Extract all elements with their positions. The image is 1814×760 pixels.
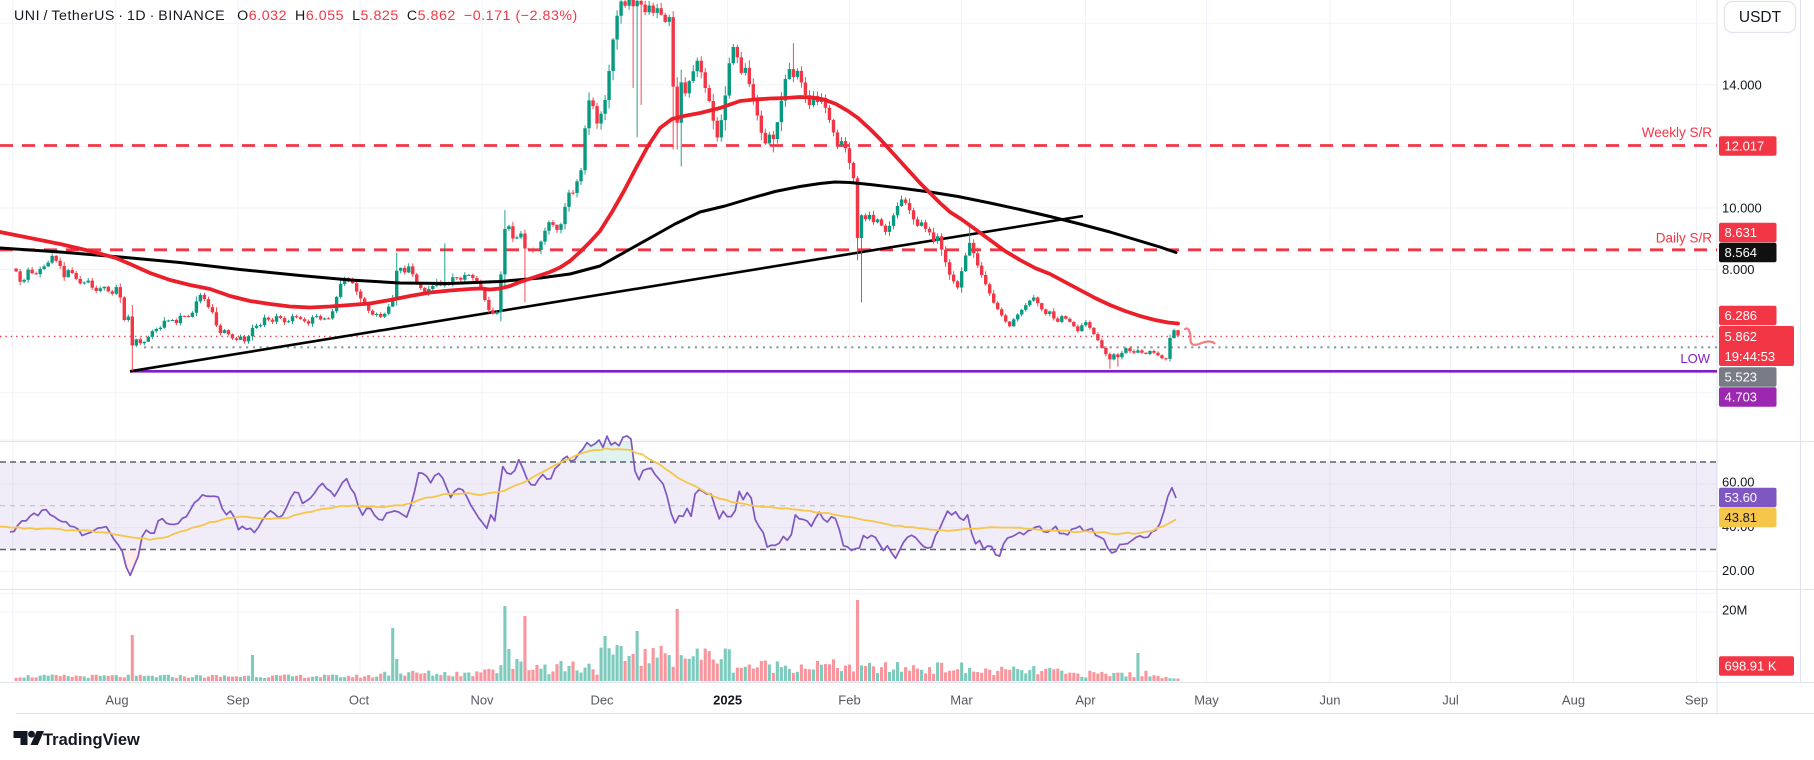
- svg-text:53.60: 53.60: [1725, 490, 1758, 505]
- svg-text:Aug: Aug: [1562, 693, 1585, 708]
- svg-text:Feb: Feb: [838, 693, 860, 708]
- svg-text:10.000: 10.000: [1722, 201, 1762, 216]
- svg-text:20M: 20M: [1722, 603, 1747, 618]
- svg-text:6.286: 6.286: [1725, 308, 1758, 323]
- svg-text:LOW: LOW: [1680, 351, 1710, 366]
- svg-text:TradingView: TradingView: [43, 731, 140, 749]
- svg-text:8.000: 8.000: [1722, 262, 1755, 277]
- svg-text:Jul: Jul: [1442, 693, 1459, 708]
- svg-text:20.00: 20.00: [1722, 563, 1755, 578]
- svg-text:Nov: Nov: [470, 693, 494, 708]
- svg-text:Apr: Apr: [1075, 693, 1096, 708]
- svg-text:USDT: USDT: [1739, 9, 1782, 26]
- svg-text:19:44:53: 19:44:53: [1725, 349, 1776, 364]
- svg-text:May: May: [1194, 693, 1219, 708]
- svg-text:Oct: Oct: [349, 693, 370, 708]
- svg-text:12.017: 12.017: [1725, 139, 1765, 154]
- svg-text:2025: 2025: [713, 693, 742, 708]
- svg-text:60.00: 60.00: [1722, 475, 1755, 490]
- svg-text:Weekly S/R: Weekly S/R: [1642, 125, 1713, 140]
- svg-text:698.91 K: 698.91 K: [1725, 659, 1777, 674]
- svg-text:Daily S/R: Daily S/R: [1656, 231, 1713, 246]
- svg-text:Dec: Dec: [590, 693, 614, 708]
- svg-text:5.523: 5.523: [1725, 370, 1758, 385]
- svg-text:14.000: 14.000: [1722, 77, 1762, 92]
- svg-text:8.631: 8.631: [1725, 225, 1758, 240]
- svg-text:Mar: Mar: [950, 693, 973, 708]
- svg-text:Aug: Aug: [105, 693, 128, 708]
- svg-text:8.564: 8.564: [1725, 245, 1758, 260]
- svg-text:Jun: Jun: [1320, 693, 1341, 708]
- svg-text:43.81: 43.81: [1725, 510, 1758, 525]
- svg-text:5.862: 5.862: [1725, 329, 1758, 344]
- svg-text:4.703: 4.703: [1725, 390, 1758, 405]
- svg-text:Sep: Sep: [1685, 693, 1708, 708]
- svg-text:Sep: Sep: [226, 693, 249, 708]
